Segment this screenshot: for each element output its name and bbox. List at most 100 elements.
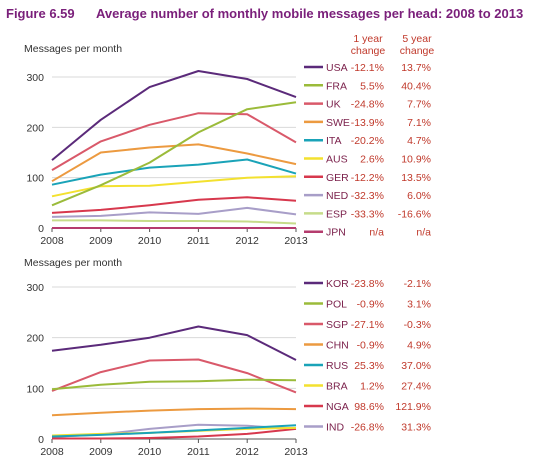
- legend-one-year-nga: 98.6%: [354, 401, 384, 413]
- y-tick-label: 300: [26, 72, 44, 84]
- legend-five-year-fra: 40.4%: [401, 80, 431, 92]
- y-axis-title: Messages per month: [24, 257, 122, 269]
- legend-label-sgp: SGP: [326, 319, 348, 331]
- legend-label-esp: ESP: [326, 208, 347, 220]
- series-line-nga: [52, 427, 297, 440]
- legend-one-year-bra: 1.2%: [360, 381, 384, 393]
- legend-label-aus: AUS: [326, 154, 348, 166]
- legend-five-year-esp: -16.6%: [398, 208, 431, 220]
- y-tick-label: 0: [38, 223, 44, 235]
- series-line-aus: [51, 175, 297, 198]
- legend-five-year-bra: 27.4%: [401, 381, 431, 393]
- series-line-ned: [51, 206, 297, 218]
- x-tick-label: 2010: [138, 446, 162, 458]
- legend-one-year-rus: 25.3%: [354, 360, 384, 372]
- legend-five-year-aus: 10.9%: [401, 154, 431, 166]
- legend-five-year-ger: 13.5%: [401, 172, 431, 184]
- x-tick-label: 2013: [284, 235, 308, 247]
- legend-label-nga: NGA: [326, 401, 349, 413]
- chart-top: Messages per month 0 100 200 300 2008 2009 2010…: [24, 33, 434, 247]
- legend-one-year-chn: -0.9%: [357, 340, 384, 352]
- x-tick-label: 2010: [138, 235, 162, 247]
- legend-one-year-kor: -23.8%: [351, 278, 384, 290]
- x-tick-label: 2011: [187, 446, 210, 458]
- legend-five-year-usa: 13.7%: [401, 62, 431, 74]
- legend-label-ger: GER: [326, 172, 349, 184]
- series-line-fra: [51, 101, 297, 207]
- legend-five-year-sgp: -0.3%: [404, 319, 431, 331]
- series-line-sgp: [51, 358, 297, 394]
- legend-one-year-fra: 5.5%: [360, 80, 384, 92]
- legend-one-year-swe: -13.9%: [351, 117, 384, 129]
- legend-five-year-chn: 4.9%: [407, 340, 431, 352]
- x-tick-label: 2008: [40, 446, 64, 458]
- legend-one-year-usa: -12.1%: [351, 62, 384, 74]
- legend-label-ned: NED: [326, 190, 349, 202]
- legend-label-pol: POL: [326, 299, 347, 311]
- legend-label-bra: BRA: [326, 381, 348, 393]
- legend-one-year-uk: -24.8%: [351, 99, 384, 111]
- series-line-ger: [51, 196, 297, 214]
- x-tick-label: 2011: [187, 235, 210, 247]
- y-tick-label: 300: [26, 282, 44, 294]
- y-tick-label: 100: [26, 173, 44, 185]
- legend-label-usa: USA: [326, 62, 348, 74]
- series-line-rus: [51, 424, 297, 438]
- legend-five-year-uk: 7.7%: [407, 99, 431, 111]
- series-line-swe: [51, 143, 297, 183]
- x-tick-label: 2012: [236, 446, 260, 458]
- legend-header-one-year: 1 year: [353, 33, 383, 45]
- legend-header-five-year: 5 year: [402, 33, 432, 45]
- legend-label-kor: KOR: [326, 278, 349, 290]
- figure-title: Average number of monthly mobile message…: [96, 6, 523, 21]
- series-line-uk: [51, 112, 297, 171]
- x-tick-label: 2012: [236, 235, 260, 247]
- x-tick-label: 2008: [40, 235, 64, 247]
- legend-label-fra: FRA: [326, 80, 347, 92]
- legend-one-year-jpn: n/a: [369, 227, 384, 239]
- legend-one-year-esp: -33.3%: [351, 208, 384, 220]
- legend-one-year-ger: -12.2%: [351, 172, 384, 184]
- y-tick-label: 200: [26, 333, 44, 345]
- series-line-chn: [51, 407, 297, 417]
- legend-five-year-ned: 6.0%: [407, 190, 431, 202]
- legend-one-year-pol: -0.9%: [357, 299, 384, 311]
- y-tick-label: 0: [38, 434, 44, 446]
- series-line-usa: [51, 70, 297, 161]
- legend-five-year-kor: -2.1%: [404, 278, 431, 290]
- legend-five-year-jpn: n/a: [416, 227, 431, 239]
- figure-number: Figure 6.59: [6, 6, 75, 21]
- legend-five-year-nga: 121.9%: [395, 401, 431, 413]
- legend-label-swe: SWE: [326, 117, 350, 129]
- y-tick-label: 100: [26, 383, 44, 395]
- legend-five-year-ita: 4.7%: [407, 135, 431, 147]
- legend-one-year-sgp: -27.1%: [351, 319, 384, 331]
- legend-five-year-pol: 3.1%: [407, 299, 431, 311]
- legend-one-year-ned: -32.3%: [351, 190, 384, 202]
- x-tick-label: 2013: [284, 446, 308, 458]
- legend-label-ita: ITA: [326, 135, 342, 147]
- legend-label-rus: RUS: [326, 360, 348, 372]
- legend-five-year-rus: 37.0%: [401, 360, 431, 372]
- series-line-esp: [52, 219, 297, 225]
- legend-one-year-aus: 2.6%: [360, 154, 384, 166]
- y-tick-label: 200: [26, 122, 44, 134]
- legend-label-jpn: JPN: [326, 227, 346, 239]
- y-axis-title: Messages per month: [24, 43, 122, 55]
- legend-one-year-ita: -20.2%: [351, 135, 384, 147]
- legend-header-one-year: change: [351, 45, 386, 57]
- legend-one-year-ind: -26.8%: [351, 422, 384, 434]
- legend-header-five-year: change: [400, 45, 435, 57]
- series-line-pol: [51, 378, 297, 391]
- legend-label-chn: CHN: [326, 340, 349, 352]
- chart-bottom: Messages per month 0 100 200 300 2008 2009 2010…: [24, 257, 431, 458]
- x-tick-label: 2009: [89, 235, 113, 247]
- series-line-ita: [51, 158, 297, 186]
- legend-label-ind: IND: [326, 422, 345, 434]
- series-line-kor: [51, 325, 297, 361]
- legend-label-uk: UK: [326, 99, 341, 111]
- legend-five-year-ind: 31.3%: [401, 422, 431, 434]
- x-tick-label: 2009: [89, 446, 113, 458]
